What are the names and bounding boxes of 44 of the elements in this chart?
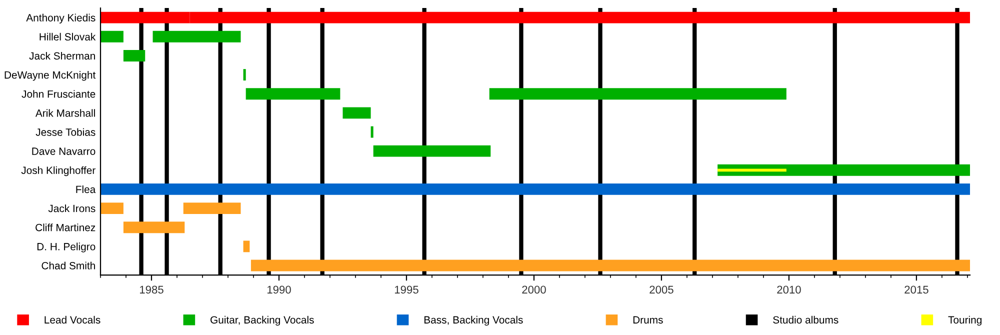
x-tick-label: 1985	[140, 286, 164, 294]
x-tick-label: 2005	[650, 286, 674, 294]
bar	[370, 126, 374, 138]
y-tick-label: Anthony Kiedis	[26, 14, 96, 24]
bar	[123, 222, 185, 234]
y-tick-label: Flea	[76, 185, 96, 194]
y-tick-label: Arik Marshall	[35, 109, 95, 117]
bar	[243, 240, 250, 252]
bar	[718, 168, 786, 172]
legend-label: Guitar, Backing Vocals	[210, 316, 314, 326]
y-tick-label: Jesse Tobias	[36, 128, 96, 136]
bar	[246, 88, 340, 100]
y-tick-label: Jack Sherman	[29, 52, 95, 60]
y-tick-label: D. H. Peligro	[37, 242, 96, 252]
legend-label: Touring	[948, 316, 982, 326]
y-tick-label: Josh Klinghoffer	[21, 166, 96, 176]
bar	[100, 183, 970, 195]
x-tick-label: 1995	[394, 286, 418, 294]
legend-label: Bass, Backing Vocals	[424, 316, 523, 326]
y-tick-label: Cliff Martinez	[36, 224, 96, 232]
x-tick-label: 2000	[522, 286, 546, 294]
bar	[152, 30, 241, 42]
x-tick-label: 2010	[777, 286, 801, 294]
y-tick-label: Jack Irons	[48, 204, 96, 212]
y-tick-label: Hillel Slovak	[40, 32, 96, 41]
bar	[183, 202, 241, 214]
y-tick-label: DeWayne McKnight	[4, 71, 96, 81]
legend-label: Studio albums	[773, 316, 838, 324]
legend-label: Drums	[633, 316, 663, 324]
x-tick-label: 1990	[267, 286, 291, 294]
bar	[100, 202, 124, 214]
bar	[718, 164, 970, 176]
bar	[489, 88, 786, 100]
bar	[123, 50, 146, 62]
bar	[243, 69, 246, 81]
bar	[100, 30, 124, 42]
legend-label: Lead Vocals	[44, 316, 100, 324]
bar	[342, 107, 371, 119]
y-tick-label: Chad Smith	[42, 262, 95, 270]
x-tick-label: 2015	[904, 286, 928, 294]
y-tick-label: John Frusciante	[22, 90, 96, 98]
bar	[373, 145, 491, 157]
y-tick-label: Dave Navarro	[32, 148, 96, 155]
bar	[250, 260, 970, 272]
